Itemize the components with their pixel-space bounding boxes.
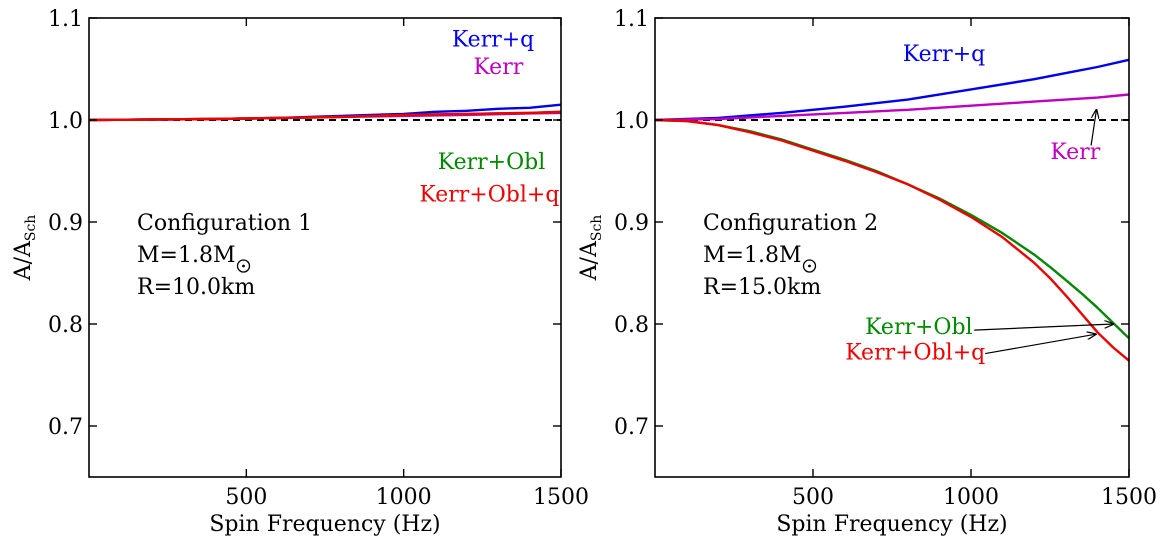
axes-frame	[88, 17, 562, 478]
y-axis-title: A/ASch	[577, 215, 605, 282]
y-tick-label: 1.0	[614, 109, 649, 134]
chart-panel-configuration-1: 500 1000 1500 0.7 0.8 0.9 1.0 1.1 Spin Frequency…	[11, 7, 589, 536]
series-label-kerr-obl: Kerr+Obl	[438, 150, 546, 175]
series-line-kerr-obl-q	[654, 118, 1130, 362]
config-line-3: R=10.0km	[137, 275, 255, 300]
series-label-kerr: Kerr	[473, 55, 523, 80]
chart-panel-configuration-2: 500 1000 1500 0.7 0.8 0.9 1.0 1.1 Spin Frequency…	[577, 7, 1157, 536]
config-line-2: M=1.8M	[703, 243, 801, 268]
axes-frame	[654, 17, 1130, 478]
config-line-2: M=1.8M	[137, 243, 235, 268]
y-tick-label: 0.7	[48, 415, 83, 440]
x-tick-label: 500	[225, 485, 267, 510]
series-label-kerr-obl-q: Kerr+Obl+q	[419, 183, 559, 208]
series-label-kerr: Kerr	[1050, 140, 1100, 165]
y-axis-title-main: A/A	[577, 240, 602, 281]
config-line-1: Configuration 2	[703, 211, 878, 236]
y-axis-title: A/ASch	[11, 215, 39, 282]
y-tick-label: 1.1	[614, 7, 649, 32]
annotation-arrow	[1090, 110, 1096, 146]
sun-symbol-dot-icon	[242, 264, 245, 268]
annotation-arrow	[974, 324, 1113, 331]
series-label-kerr-q: Kerr+q	[903, 42, 985, 67]
sun-symbol-icon	[802, 259, 817, 273]
annotation-arrow	[985, 334, 1096, 355]
y-tick-label: 0.9	[48, 211, 83, 236]
series-label-kerr-obl-q: Kerr+Obl+q	[845, 341, 985, 366]
series-line-kerr-q	[654, 58, 1130, 122]
y-tick-label: 0.7	[614, 415, 649, 440]
y-tick-label: 1.1	[48, 7, 83, 32]
config-line-3: R=15.0km	[703, 275, 821, 300]
y-tick-label: 0.8	[614, 313, 649, 338]
series-line-kerr	[654, 93, 1130, 122]
y-axis-title-main: A/A	[11, 240, 36, 281]
x-tick-label: 1500	[1101, 485, 1157, 510]
series-label-kerr-q: Kerr+q	[452, 28, 534, 53]
x-axis-title: Spin Frequency (Hz)	[209, 512, 440, 536]
y-axis-title-sub: Sch	[23, 215, 39, 241]
x-tick-label: 1000	[943, 485, 999, 510]
series-label-kerr-obl: Kerr+Obl	[865, 315, 973, 340]
x-axis-title: Spin Frequency (Hz)	[776, 512, 1007, 536]
x-tick-label: 1500	[533, 485, 589, 510]
sun-symbol-icon	[236, 259, 251, 273]
x-tick-label: 500	[792, 485, 834, 510]
y-tick-label: 1.0	[48, 109, 83, 134]
x-tick-label: 1000	[376, 485, 432, 510]
y-tick-label: 0.8	[48, 313, 83, 338]
y-tick-label: 0.9	[614, 211, 649, 236]
series-line-kerr-obl-q	[88, 110, 562, 122]
config-line-1: Configuration 1	[137, 211, 312, 236]
sun-symbol-dot-icon	[808, 264, 811, 268]
y-axis-title-sub: Sch	[589, 215, 605, 241]
